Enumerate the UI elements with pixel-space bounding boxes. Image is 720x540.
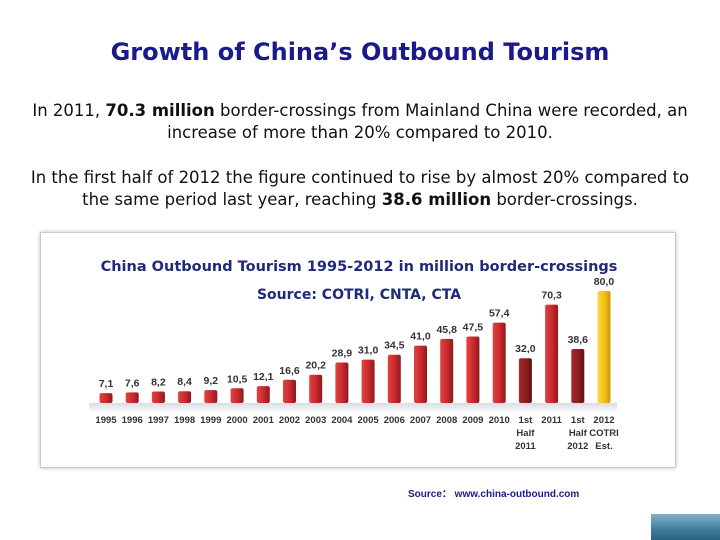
value-label-3: 8,4	[177, 376, 192, 388]
tick-label-5-0: 2000	[227, 415, 248, 426]
tick-label-18-2: 2012	[567, 441, 588, 452]
chart-panel: China Outbound Tourism 1995-2012 in mill…	[40, 232, 676, 468]
bar-chart: China Outbound Tourism 1995-2012 in mill…	[89, 259, 619, 452]
chart-title: China Outbound Tourism 1995-2012 in mill…	[101, 259, 618, 275]
bar-9	[335, 362, 349, 403]
tick-label-11-0: 2006	[384, 415, 405, 426]
p2-highlight: 38.6 million	[381, 190, 492, 209]
value-label-4: 9,2	[203, 375, 218, 387]
bar-0	[99, 393, 113, 403]
decorative-corner-image	[651, 514, 720, 540]
value-label-18: 38,6	[568, 334, 589, 346]
tick-label-14-0: 2009	[462, 415, 483, 426]
tick-label-17-0: 2011	[541, 415, 562, 426]
bar-15	[492, 322, 506, 403]
bar-3	[178, 391, 192, 403]
bar-10	[361, 359, 375, 403]
value-label-19: 80,0	[594, 276, 615, 288]
bar-16	[518, 358, 532, 403]
value-label-7: 16,6	[279, 365, 300, 377]
bar-6	[256, 386, 270, 403]
tick-label-0-0: 1995	[95, 415, 117, 426]
value-label-2: 8,2	[151, 377, 166, 389]
tick-label-10-0: 2005	[358, 415, 380, 426]
tick-label-3-0: 1998	[174, 415, 195, 426]
value-label-5: 10,5	[227, 373, 248, 385]
value-label-17: 70,3	[541, 290, 562, 302]
tick-label-1-0: 1996	[122, 415, 143, 426]
chart-subtitle: Source: COTRI, CNTA, CTA	[257, 287, 461, 303]
value-label-11: 34,5	[384, 340, 405, 352]
tick-label-7-0: 2002	[279, 415, 300, 426]
value-label-10: 31,0	[358, 345, 379, 357]
tick-label-16-1: Half	[516, 428, 535, 439]
value-label-13: 45,8	[436, 324, 457, 336]
value-label-12: 41,0	[410, 331, 431, 343]
bar-4	[204, 390, 218, 403]
value-label-16: 32,0	[515, 343, 536, 355]
tick-label-9-0: 2004	[331, 415, 353, 426]
tick-label-16-2: 2011	[515, 441, 536, 452]
bar-5	[230, 388, 244, 403]
summary-paragraph-2011: In 2011, 70.3 million border-crossings f…	[30, 100, 690, 144]
value-label-8: 20,2	[305, 360, 326, 372]
tick-label-16-0: 1st	[519, 415, 534, 426]
p2-text-end: border-crossings.	[491, 190, 638, 209]
chart-base-floor	[89, 403, 617, 411]
bar-8	[309, 374, 323, 403]
tick-label-19-1: COTRI	[589, 428, 619, 439]
bar-13	[440, 338, 454, 403]
tick-label-18-0: 1st	[571, 415, 586, 426]
p1-highlight: 70.3 million	[105, 101, 215, 120]
bar-2	[151, 391, 165, 403]
value-label-1: 7,6	[125, 377, 140, 389]
bar-12	[414, 345, 427, 403]
tick-label-19-0: 2012	[593, 415, 614, 426]
p2-text-start: In the first half of 2012 the figure con…	[30, 168, 690, 209]
bar-17	[545, 304, 559, 403]
bar-18	[571, 349, 585, 403]
bar-7	[283, 379, 296, 403]
value-label-15: 57,4	[489, 308, 510, 320]
value-label-0: 7,1	[99, 378, 114, 390]
summary-paragraph-2012: In the first half of 2012 the figure con…	[30, 167, 690, 211]
bar-1	[125, 392, 139, 403]
page-title: Growth of China’s Outbound Tourism	[110, 38, 610, 66]
value-label-14: 47,5	[463, 322, 484, 334]
tick-label-4-0: 1999	[200, 415, 221, 426]
tick-label-2-0: 1997	[148, 415, 169, 426]
bar-19	[597, 291, 611, 403]
tick-label-6-0: 2001	[253, 415, 275, 426]
tick-label-12-0: 2007	[410, 415, 431, 426]
tick-label-18-1: Half	[569, 428, 588, 439]
source-note: Source： www.china-outbound.com	[408, 489, 580, 500]
value-label-9: 28,9	[332, 348, 353, 360]
p1-text-start: In 2011,	[32, 101, 106, 120]
bar-14	[466, 336, 480, 403]
tick-label-8-0: 2003	[305, 415, 326, 426]
tick-label-13-0: 2008	[436, 415, 457, 426]
bar-11	[387, 354, 401, 403]
tick-label-15-0: 2010	[489, 415, 510, 426]
value-label-6: 12,1	[253, 371, 274, 383]
tick-label-19-2: Est.	[595, 441, 612, 452]
p1-text-end: border-crossings from Mainland China wer…	[167, 101, 688, 142]
